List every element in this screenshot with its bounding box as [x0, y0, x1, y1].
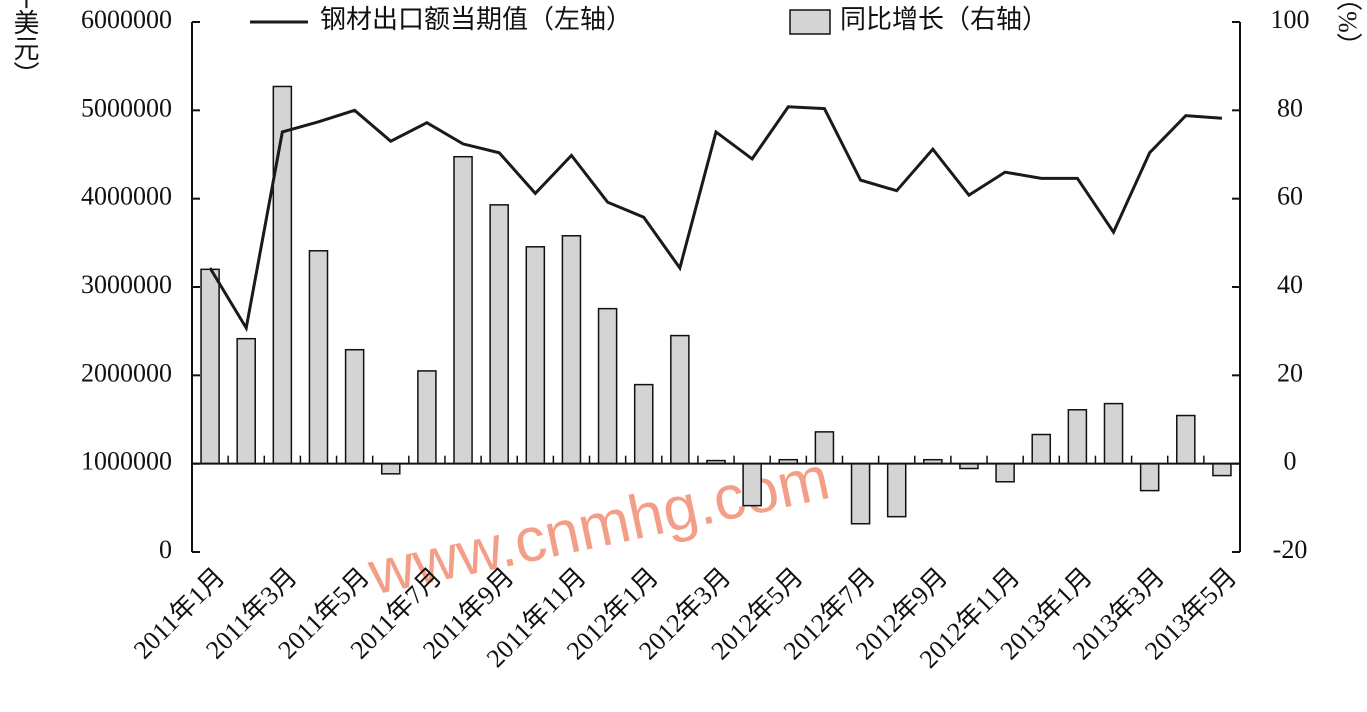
bar	[742, 462, 762, 507]
y-tick-label: 2000000	[81, 358, 172, 387]
bar	[1103, 402, 1124, 465]
legend-label: 钢材出口额当期值（左轴）	[320, 5, 632, 34]
y2-tick-label: 0	[1284, 447, 1297, 476]
bar	[1031, 433, 1052, 465]
bar	[308, 250, 329, 465]
bar	[995, 462, 1015, 483]
bar	[236, 337, 256, 465]
bar	[814, 431, 835, 465]
bar	[670, 334, 690, 465]
line	[208, 105, 1223, 333]
y2-tick-label: 40	[1277, 270, 1303, 299]
bar	[850, 462, 871, 525]
bar	[633, 383, 654, 465]
bar	[561, 235, 582, 465]
bar	[344, 348, 365, 465]
y-tick-label: 3000000	[81, 270, 172, 299]
bar	[886, 462, 907, 518]
bar	[1067, 409, 1088, 465]
bar	[380, 462, 401, 475]
y2-tick-label: 20	[1277, 358, 1303, 387]
bar	[1176, 414, 1196, 465]
y2-tick-label: 80	[1277, 93, 1303, 122]
legend-label: 同比增长（右轴）	[840, 5, 1048, 34]
bar	[525, 246, 546, 465]
bar	[200, 268, 220, 465]
bar	[272, 85, 293, 465]
y2-tick-label: 60	[1277, 182, 1303, 211]
bar	[453, 155, 473, 465]
bar	[597, 307, 618, 465]
y-tick-label: 4000000	[81, 182, 172, 211]
y-tick-label: 5000000	[81, 93, 172, 122]
bar	[417, 370, 437, 465]
legend-swatch	[789, 9, 831, 35]
y2-tick-label: -20	[1273, 535, 1308, 564]
bar	[489, 204, 509, 465]
y-tick-label: 0	[159, 535, 172, 564]
y-tick-label: 6000000	[81, 5, 172, 34]
bar	[1139, 462, 1160, 492]
y2-axis-title: （%）	[1333, 0, 1362, 59]
y-tick-label: 1000000	[81, 447, 172, 476]
bar	[1212, 462, 1232, 477]
y-axis-title: （千美元）	[10, 0, 39, 87]
y2-tick-label: 100	[1271, 5, 1310, 34]
